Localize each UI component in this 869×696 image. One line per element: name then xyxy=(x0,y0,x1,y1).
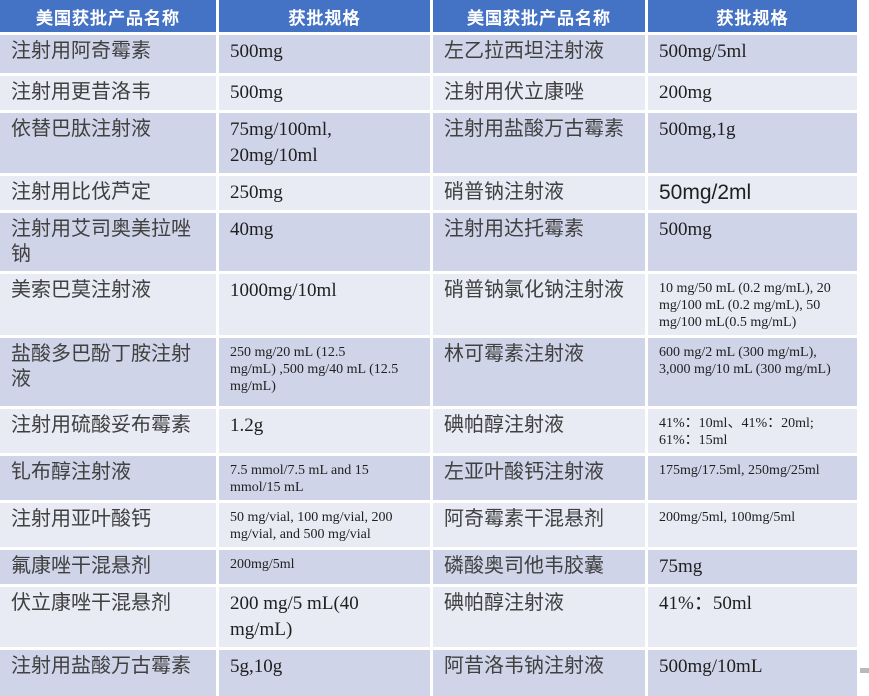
product-name-cell: 阿昔洛韦钠注射液 xyxy=(433,650,645,696)
spec-cell: 200 mg/5 mL(40 mg/mL) xyxy=(219,587,430,647)
product-name-cell: 左乙拉西坦注射液 xyxy=(433,35,645,73)
spec-cell: 175mg/17.5ml, 250mg/25ml xyxy=(648,456,857,500)
spec-cell: 50mg/2ml xyxy=(648,176,857,210)
spec-cell: 75mg xyxy=(648,550,857,584)
spec-cell: 200mg/5ml, 100mg/5ml xyxy=(648,503,857,547)
spec-cell: 250mg xyxy=(219,176,430,210)
spec-cell: 600 mg/2 mL (300 mg/mL), 3,000 mg/10 mL … xyxy=(648,338,857,406)
spec-cell: 500mg xyxy=(219,35,430,73)
spec-cell: 500mg,1g xyxy=(648,113,857,173)
product-name-cell: 注射用阿奇霉素 xyxy=(0,35,216,73)
spec-cell: 41%：10ml、41%：20ml; 61%：15ml xyxy=(648,409,857,453)
product-name-cell: 注射用盐酸万古霉素 xyxy=(0,650,216,696)
spec-cell: 75mg/100ml, 20mg/10ml xyxy=(219,113,430,173)
product-name-cell: 注射用更昔洛韦 xyxy=(0,76,216,110)
spec-cell: 500mg/5ml xyxy=(648,35,857,73)
product-name-cell: 注射用亚叶酸钙 xyxy=(0,503,216,547)
column-header-spec: 获批规格 xyxy=(219,0,430,32)
product-name-cell: 林可霉素注射液 xyxy=(433,338,645,406)
product-name-cell: 美索巴莫注射液 xyxy=(0,274,216,335)
column-header-spec: 获批规格 xyxy=(648,0,857,32)
product-name-cell: 磷酸奥司他韦胶囊 xyxy=(433,550,645,584)
spec-cell: 250 mg/20 mL (12.5 mg/mL) ,500 mg/40 mL … xyxy=(219,338,430,406)
spec-cell: 200mg/5ml xyxy=(219,550,430,584)
product-name-cell: 左亚叶酸钙注射液 xyxy=(433,456,645,500)
spec-cell: 1000mg/10ml xyxy=(219,274,430,335)
spec-cell: 1.2g xyxy=(219,409,430,453)
product-name-cell: 硝普钠氯化钠注射液 xyxy=(433,274,645,335)
column-header-product-name: 美国获批产品名称 xyxy=(433,0,645,32)
scrollbar-fragment xyxy=(860,668,869,673)
product-name-cell: 注射用盐酸万古霉素 xyxy=(433,113,645,173)
spec-cell: 500mg/10mL xyxy=(648,650,857,696)
column-header-product-name: 美国获批产品名称 xyxy=(0,0,216,32)
spec-cell: 40mg xyxy=(219,213,430,271)
product-name-cell: 碘帕醇注射液 xyxy=(433,587,645,647)
product-name-cell: 注射用比伐芦定 xyxy=(0,176,216,210)
product-name-cell: 注射用达托霉素 xyxy=(433,213,645,271)
product-name-cell: 阿奇霉素干混悬剂 xyxy=(433,503,645,547)
spec-cell: 41%：50ml xyxy=(648,587,857,647)
spec-cell: 10 mg/50 mL (0.2 mg/mL), 20 mg/100 mL (0… xyxy=(648,274,857,335)
spec-cell: 500mg xyxy=(648,213,857,271)
spec-cell: 5g,10g xyxy=(219,650,430,696)
product-name-cell: 注射用伏立康唑 xyxy=(433,76,645,110)
spec-cell: 500mg xyxy=(219,76,430,110)
product-name-cell: 钆布醇注射液 xyxy=(0,456,216,500)
product-name-cell: 依替巴肽注射液 xyxy=(0,113,216,173)
product-name-cell: 注射用硫酸妥布霉素 xyxy=(0,409,216,453)
spec-cell: 200mg xyxy=(648,76,857,110)
product-name-cell: 伏立康唑干混悬剂 xyxy=(0,587,216,647)
product-name-cell: 注射用艾司奥美拉唑钠 xyxy=(0,213,216,271)
spec-cell: 7.5 mmol/7.5 mL and 15 mmol/15 mL xyxy=(219,456,430,500)
product-name-cell: 盐酸多巴酚丁胺注射液 xyxy=(0,338,216,406)
product-name-cell: 碘帕醇注射液 xyxy=(433,409,645,453)
product-name-cell: 氟康唑干混悬剂 xyxy=(0,550,216,584)
spec-cell: 50 mg/vial, 100 mg/vial, 200 mg/vial, an… xyxy=(219,503,430,547)
product-name-cell: 硝普钠注射液 xyxy=(433,176,645,210)
